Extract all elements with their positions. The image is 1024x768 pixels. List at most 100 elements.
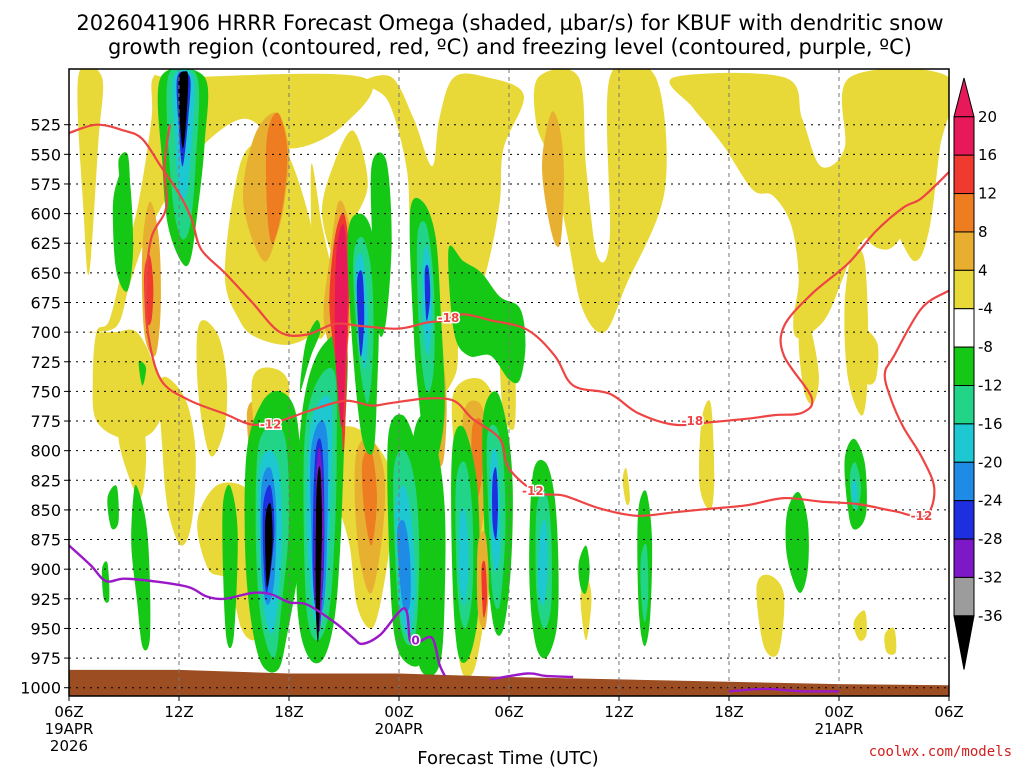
y-tick-label: 600	[30, 205, 61, 224]
omega-region-89	[492, 467, 498, 541]
omega-region-28	[361, 448, 377, 546]
y-tick-label: 1000	[20, 679, 61, 698]
colorbar: 20 16 12 8 4 -4 -8 -12 -16 -20 -24 -28 -32 -36	[953, 77, 1003, 670]
y-tick-label: 625	[30, 234, 61, 253]
x-tick-label: 00Z	[384, 703, 413, 721]
freezing-level-contour-2	[728, 687, 840, 693]
omega-region-63	[315, 466, 323, 643]
x-tick-label: 06Z	[934, 703, 963, 721]
y-axis: 525 550 575 600 625 650 675 700 725 750 775 800 825 8…	[20, 116, 69, 698]
x-tick-date-label: 21APR	[815, 720, 864, 738]
omega-region-39	[112, 164, 134, 292]
freezing-level-contour-0	[69, 544, 446, 677]
omega-region-18	[853, 610, 867, 641]
contour-label-minus18: -18	[681, 414, 703, 428]
contour-label-minus12: -12	[260, 418, 282, 432]
omega-region-10	[848, 88, 911, 250]
colorbar-segment	[953, 423, 975, 463]
colorbar-label: 12	[978, 185, 997, 203]
x-tick-label: 12Z	[604, 703, 633, 721]
omega-region-8	[542, 111, 564, 247]
colorbar-label: -12	[978, 377, 1003, 395]
omega-region-101	[851, 479, 858, 505]
omega-region-49	[138, 360, 147, 386]
colorbar-label: -16	[978, 415, 1003, 433]
colorbar-label: -32	[978, 568, 1003, 586]
omega-region-12	[861, 330, 879, 385]
colorbar-segment	[953, 385, 975, 425]
dgz-contour-minus18	[69, 123, 949, 427]
omega-region-7	[533, 69, 667, 333]
omega-region-70	[356, 270, 365, 357]
x-tick-date-label: 2026	[50, 737, 88, 755]
y-tick-label: 650	[30, 264, 61, 283]
colorbar-segment	[953, 269, 975, 310]
y-tick-label: 775	[30, 412, 61, 431]
omega-region-95	[578, 545, 590, 594]
ground-surface	[69, 669, 949, 696]
colorbar-segment	[953, 193, 975, 233]
omega-region-14	[699, 400, 715, 511]
x-axis-label: Forecast Time (UTC)	[417, 748, 598, 768]
colorbar-label: 8	[978, 223, 988, 241]
colorbar-arrow-top	[953, 77, 975, 118]
omega-region-11	[844, 248, 869, 416]
omega-region-5	[265, 112, 288, 244]
x-tick-label: 06Z	[494, 703, 523, 721]
x-tick-label: 12Z	[164, 703, 193, 721]
colorbar-segment	[953, 538, 975, 578]
colorbar-segment	[953, 154, 975, 195]
omega-region-82	[397, 519, 411, 613]
credit-text: coolwx.com/models	[869, 744, 1012, 760]
omega-region-48	[131, 484, 151, 651]
colorbar-arrow-bottom	[953, 615, 975, 670]
y-tick-label: 850	[30, 501, 61, 520]
y-tick-label: 550	[30, 145, 61, 164]
x-tick-label: 06Z	[54, 703, 83, 721]
freezing-level-contour-1	[490, 672, 574, 681]
colorbar-label: -36	[978, 607, 1003, 625]
y-tick-label: 725	[30, 353, 61, 372]
y-tick-label: 750	[30, 382, 61, 401]
y-tick-label: 900	[30, 560, 61, 579]
y-tick-label: 950	[30, 619, 61, 638]
contour-label-zero: 0	[411, 633, 419, 647]
y-tick-label: 825	[30, 471, 61, 490]
colorbar-label: 4	[978, 261, 988, 279]
y-tick-label: 675	[30, 293, 61, 312]
y-tick-label: 875	[30, 531, 61, 550]
chart-title-line-2: growth region (contoured, red, ºC) and f…	[108, 35, 912, 59]
colorbar-label: -8	[978, 338, 993, 356]
y-tick-label: 800	[30, 442, 61, 461]
colorbar-segment	[953, 576, 975, 617]
colorbar-label: -4	[978, 300, 993, 318]
colorbar-segment	[953, 346, 975, 387]
omega-region-72	[299, 319, 321, 392]
omega-region-78	[448, 245, 526, 384]
colorbar-label: -24	[978, 492, 1003, 510]
grid-layer	[69, 69, 949, 696]
y-tick-label: 700	[30, 323, 61, 342]
colorbar-label: -28	[978, 530, 1003, 548]
omega-region-56	[265, 502, 273, 588]
x-tick-date-label: 20APR	[375, 720, 424, 738]
omega-region-91	[481, 560, 488, 618]
x-tick-label: 18Z	[714, 703, 743, 721]
omega-region-77	[424, 264, 431, 321]
omega-region-19	[884, 627, 897, 655]
plot-area: -18 -18 -12 -12 -12 0	[68, 68, 950, 697]
x-tick-label: 18Z	[274, 703, 303, 721]
omega-region-38	[159, 376, 196, 546]
omega-region-97	[640, 543, 649, 623]
chart-title-line-1: 2026041906 HRRR Forecast Omega (shaded, …	[76, 11, 943, 35]
colorbar-label: 16	[978, 146, 997, 164]
omega-region-0	[77, 69, 104, 275]
y-tick-label: 575	[30, 175, 61, 194]
colorbar-segment	[953, 500, 975, 540]
contour-label-minus18: -18	[438, 311, 460, 325]
omega-region-45	[178, 71, 189, 149]
y-tick-label: 525	[30, 116, 61, 135]
x-tick-label: 00Z	[824, 703, 853, 721]
contour-label-minus12: -12	[911, 509, 933, 523]
